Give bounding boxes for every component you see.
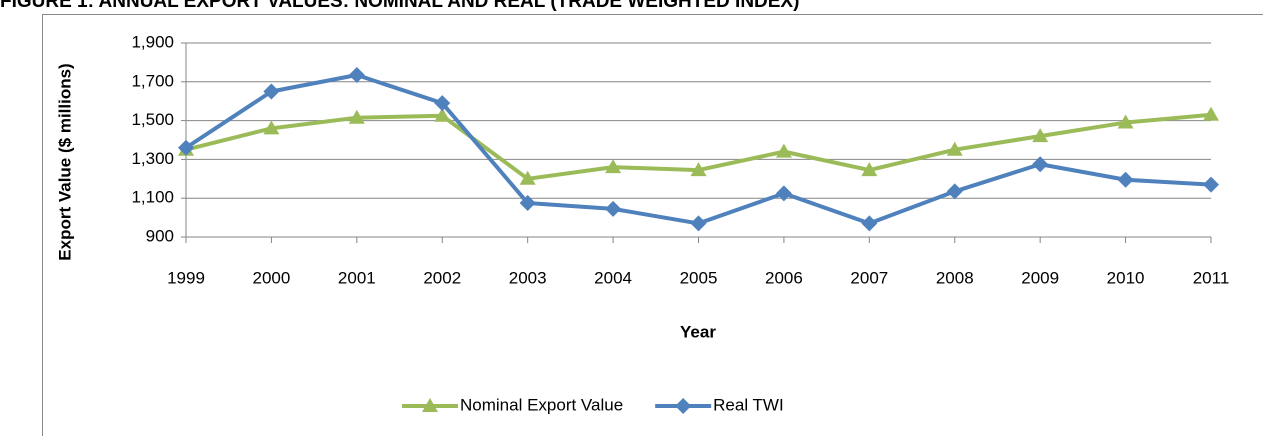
legend-label: Real TWI: [713, 395, 784, 414]
x-tick-label: 2006: [765, 268, 803, 287]
point: [519, 170, 536, 185]
y-tick-label: 1,100: [131, 188, 174, 207]
point: [1203, 176, 1219, 193]
y-tick-label: 1,500: [131, 110, 174, 129]
x-tick-label: 1999: [167, 268, 205, 287]
point: [690, 162, 707, 177]
point: [1203, 106, 1219, 121]
series: [178, 106, 1219, 185]
x-tick-label: 2010: [1107, 268, 1145, 287]
point: [675, 398, 692, 414]
point: [861, 162, 878, 177]
series: [178, 67, 1219, 232]
y-tick-label: 1,700: [131, 71, 174, 90]
point: [434, 95, 451, 112]
y-axis-title: Export Value ($ millions): [55, 63, 74, 260]
y-tick-label: 1,900: [131, 32, 174, 51]
chart-frame: [42, 14, 1263, 436]
point: [1032, 156, 1049, 173]
point: [348, 67, 365, 84]
point: [1117, 171, 1134, 188]
y-tick-label: 900: [146, 226, 174, 245]
x-axis-title: Year: [680, 322, 716, 341]
x-tick-label: 2009: [1021, 268, 1059, 287]
x-tick-label: 2008: [936, 268, 974, 287]
point: [434, 107, 451, 122]
y-tick-label: 1,300: [131, 149, 174, 168]
x-tick-label: 2003: [509, 268, 547, 287]
point: [775, 143, 792, 158]
point: [519, 195, 536, 212]
point: [178, 139, 194, 156]
x-tick-label: 2011: [1193, 268, 1230, 287]
point: [422, 398, 438, 412]
point: [861, 215, 878, 232]
legend-label: Nominal Export Value: [460, 395, 623, 414]
point: [690, 215, 707, 232]
point: [946, 183, 963, 200]
x-tick-label: 2002: [423, 268, 461, 287]
point: [263, 120, 280, 135]
x-tick-label: 2000: [253, 268, 291, 287]
x-tick-label: 2005: [680, 268, 718, 287]
point: [946, 141, 963, 156]
point: [263, 83, 280, 100]
point: [605, 159, 622, 174]
point: [775, 185, 792, 202]
x-tick-label: 2001: [338, 268, 376, 287]
point: [348, 109, 365, 124]
chart-title: FIGURE 1: ANNUAL EXPORT VALUES: NOMINAL …: [0, 0, 799, 12]
point: [1032, 128, 1049, 143]
point: [605, 200, 622, 217]
x-tick-label: 2004: [594, 268, 632, 287]
point: [1117, 114, 1134, 129]
x-tick-label: 2007: [850, 268, 888, 287]
